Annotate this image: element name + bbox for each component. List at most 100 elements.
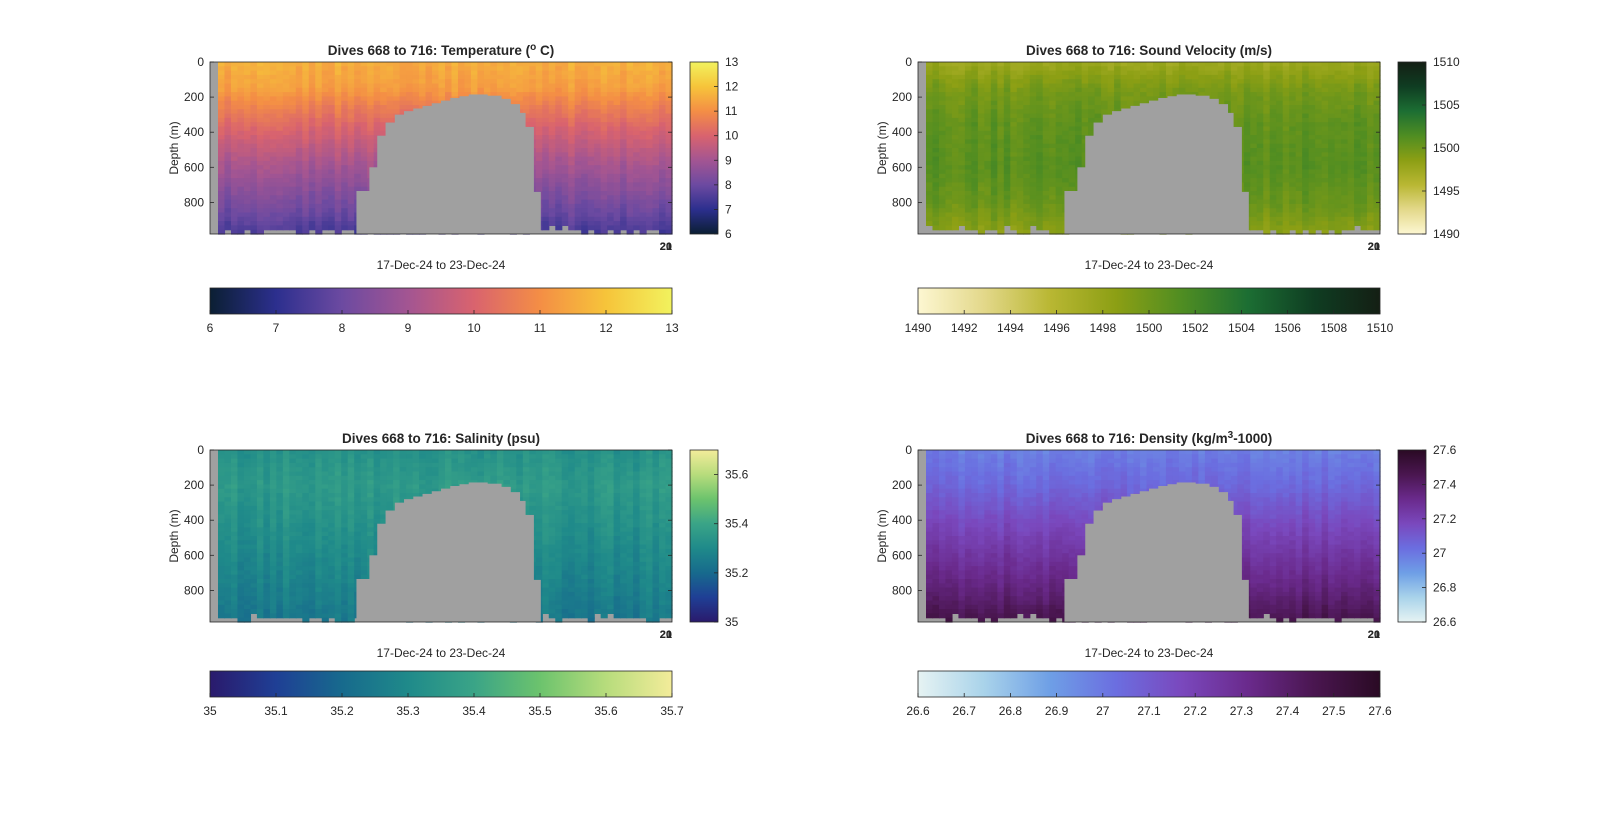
heatmap-cell bbox=[276, 131, 283, 136]
heatmap-cell bbox=[607, 161, 614, 166]
heatmap-cell bbox=[1250, 174, 1257, 179]
heatmap-cell bbox=[250, 178, 257, 183]
heatmap-cell bbox=[1140, 79, 1147, 84]
heatmap-cell bbox=[322, 96, 329, 101]
heatmap-cell bbox=[646, 217, 653, 222]
heatmap-cell bbox=[1062, 182, 1069, 187]
heatmap-cell bbox=[309, 195, 316, 200]
heatmap-cell bbox=[562, 122, 569, 127]
heatmap-cell bbox=[620, 225, 627, 230]
heatmap-cell bbox=[361, 131, 368, 136]
heatmap-cell bbox=[1056, 75, 1063, 80]
heatmap-cell bbox=[516, 71, 523, 76]
heatmap-cell bbox=[659, 144, 666, 149]
heatmap-cell bbox=[445, 75, 452, 80]
heatmap-cell bbox=[575, 127, 582, 132]
heatmap-cell bbox=[614, 213, 621, 218]
heatmap-cell bbox=[1004, 101, 1011, 106]
heatmap-cell bbox=[309, 75, 316, 80]
heatmap-cell bbox=[237, 187, 244, 192]
heatmap-cell bbox=[536, 62, 543, 67]
heatmap-cell bbox=[1023, 178, 1030, 183]
heatmap-cell bbox=[958, 79, 965, 84]
heatmap-cell bbox=[952, 178, 959, 183]
heatmap-cell bbox=[568, 152, 575, 157]
heatmap-cell bbox=[932, 182, 939, 187]
heatmap-cell bbox=[620, 157, 627, 162]
heatmap-cell bbox=[932, 127, 939, 132]
heatmap-cell bbox=[620, 79, 627, 84]
heatmap-cell bbox=[627, 165, 634, 170]
heatmap-cell bbox=[348, 204, 355, 209]
heatmap-cell bbox=[1211, 79, 1218, 84]
heatmap-cell bbox=[1134, 84, 1141, 89]
heatmap-cell bbox=[971, 75, 978, 80]
heatmap-cell bbox=[666, 109, 673, 114]
heatmap-cell bbox=[335, 213, 342, 218]
heatmap-cell bbox=[315, 165, 322, 170]
heatmap-cell bbox=[939, 148, 946, 153]
heatmap-cell bbox=[1010, 66, 1017, 71]
heatmap-cell bbox=[1004, 182, 1011, 187]
heatmap-cell bbox=[555, 139, 562, 144]
heatmap-cell bbox=[1023, 109, 1030, 114]
heatmap-cell bbox=[978, 148, 985, 153]
seamount-block bbox=[520, 113, 526, 234]
heatmap-cell bbox=[932, 170, 939, 175]
heatmap-cell bbox=[1237, 109, 1244, 114]
heatmap-cell bbox=[984, 122, 991, 127]
heatmap-cell bbox=[341, 127, 348, 132]
heatmap-cell bbox=[549, 131, 556, 136]
heatmap-cell bbox=[926, 127, 933, 132]
heatmap-cell bbox=[581, 118, 588, 123]
heatmap-cell bbox=[250, 174, 257, 179]
heatmap-cell bbox=[1263, 174, 1270, 179]
heatmap-cell bbox=[354, 178, 361, 183]
heatmap-cell bbox=[614, 96, 621, 101]
heatmap-cell bbox=[309, 71, 316, 76]
heatmap-cell bbox=[302, 66, 309, 71]
heatmap-cell bbox=[263, 174, 270, 179]
heatmap-cell bbox=[1062, 161, 1069, 166]
heatmap-cell bbox=[588, 105, 595, 110]
heatmap-cell bbox=[315, 71, 322, 76]
heatmap-cell bbox=[1276, 118, 1283, 123]
heatmap-cell bbox=[263, 204, 270, 209]
heatmap-cell bbox=[1237, 62, 1244, 67]
heatmap-cell bbox=[1088, 75, 1095, 80]
heatmap-cell bbox=[926, 191, 933, 196]
heatmap-cell bbox=[289, 101, 296, 106]
heatmap-cell bbox=[471, 75, 478, 80]
heatmap-cell bbox=[575, 66, 582, 71]
heatmap-cell bbox=[594, 144, 601, 149]
heatmap-cell bbox=[257, 187, 264, 192]
heatmap-cell bbox=[289, 157, 296, 162]
heatmap-cell bbox=[1017, 101, 1024, 106]
heatmap-cell bbox=[633, 213, 640, 218]
heatmap-cell bbox=[231, 75, 238, 80]
heatmap-cell bbox=[224, 105, 231, 110]
heatmap-cell bbox=[984, 66, 991, 71]
heatmap-cell bbox=[1017, 114, 1024, 119]
heatmap-cell bbox=[257, 71, 264, 76]
heatmap-cell bbox=[932, 71, 939, 76]
heatmap-cell bbox=[218, 217, 225, 222]
heatmap-cell bbox=[283, 195, 290, 200]
heatmap-cell bbox=[1198, 66, 1205, 71]
heatmap-cell bbox=[1017, 182, 1024, 187]
heatmap-cell bbox=[568, 195, 575, 200]
heatmap-cell bbox=[562, 170, 569, 175]
heatmap-cell bbox=[374, 66, 381, 71]
heatmap-cell bbox=[640, 217, 647, 222]
heatmap-cell bbox=[231, 105, 238, 110]
heatmap-cell bbox=[1043, 118, 1050, 123]
heatmap-cell bbox=[1153, 66, 1160, 71]
heatmap-cell bbox=[926, 66, 933, 71]
heatmap-cell bbox=[276, 178, 283, 183]
heatmap-cell bbox=[302, 75, 309, 80]
heatmap-cell bbox=[257, 225, 264, 230]
heatmap-cell bbox=[322, 109, 329, 114]
heatmap-cell bbox=[965, 178, 972, 183]
heatmap-cell bbox=[419, 71, 426, 76]
heatmap-cell bbox=[335, 71, 342, 76]
